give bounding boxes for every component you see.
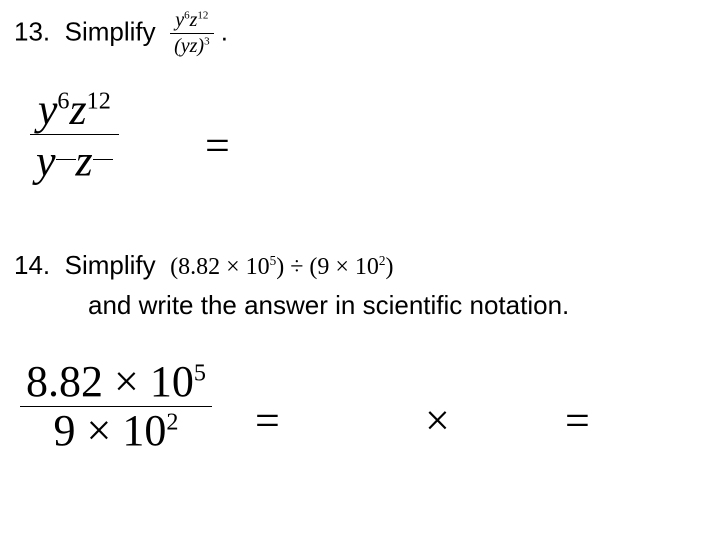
q14-equals-2: = bbox=[565, 395, 590, 446]
q14-word: Simplify bbox=[65, 250, 156, 280]
q14-instruction: and write the answer in scientific notat… bbox=[88, 290, 569, 320]
q13-number: 13. bbox=[14, 16, 50, 46]
q13-blank-exp-z[interactable] bbox=[93, 137, 113, 160]
q14-work-den: 9 × 102 bbox=[20, 407, 212, 453]
q13-work-num: y6z12 bbox=[30, 88, 119, 135]
q13-den-y: y bbox=[36, 136, 56, 185]
q14-equals-1: = bbox=[255, 395, 280, 446]
q13-inline-frac-num: y6z12 bbox=[170, 10, 213, 34]
q13-equals: = bbox=[205, 120, 230, 171]
q13-work-den: yz bbox=[30, 135, 119, 183]
q13-word: Simplify bbox=[65, 16, 156, 46]
q13-prompt: 13. Simplify y6z12 (yz)3 . bbox=[14, 10, 228, 57]
q13-inline-frac-den: (yz)3 bbox=[170, 34, 213, 57]
q14-work-fraction: 8.82 × 105 9 × 102 bbox=[20, 360, 212, 453]
q14-expression: (8.82 × 105) ÷ (9 × 102) bbox=[170, 254, 393, 280]
q14-times: × bbox=[425, 395, 450, 446]
q13-den-z: z bbox=[76, 136, 93, 185]
q13-blank-exp-y[interactable] bbox=[56, 137, 76, 160]
q14-prompt-line2: and write the answer in scientific notat… bbox=[88, 290, 569, 321]
q13-work: y6z12 yz bbox=[30, 88, 119, 183]
q14-prompt-line1: 14. Simplify (8.82 × 105) ÷ (9 × 102) bbox=[14, 250, 394, 281]
q14-work-num: 8.82 × 105 bbox=[20, 360, 212, 407]
q13-period: . bbox=[221, 16, 228, 46]
q13-work-fraction: y6z12 yz bbox=[30, 88, 119, 183]
q14-number: 14. bbox=[14, 250, 50, 280]
q13-inline-fraction: y6z12 (yz)3 bbox=[170, 10, 213, 57]
q14-work: 8.82 × 105 9 × 102 bbox=[20, 360, 212, 453]
